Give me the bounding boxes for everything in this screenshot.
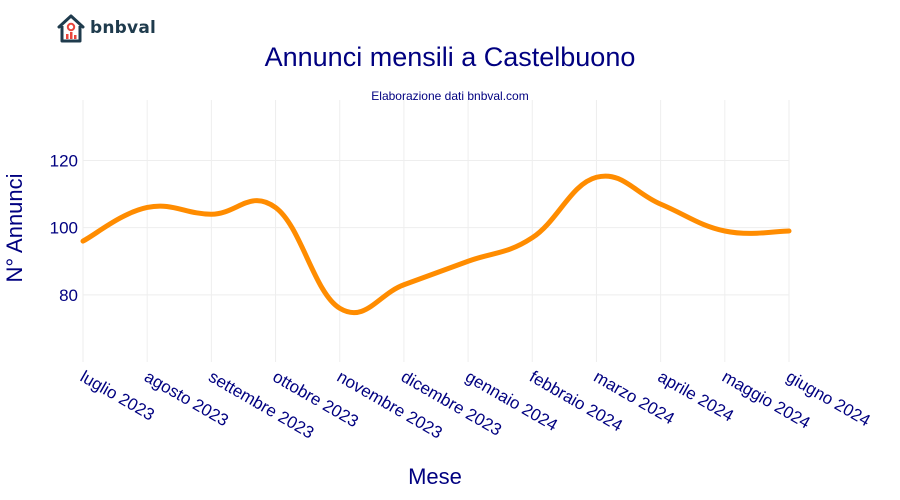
y-tick-label: 100 — [50, 219, 78, 238]
grid-lines — [82, 100, 790, 362]
chart-subtitle: Elaborazione dati bnbval.com — [371, 89, 529, 103]
chart-title: Annunci mensili a Castelbuono — [264, 42, 636, 72]
y-tick-labels: 80 100 120 — [50, 151, 78, 304]
brand-name: bnbval — [90, 18, 157, 38]
series-layer — [80, 173, 792, 316]
house-chart-icon — [57, 14, 85, 43]
brand-logo: bnbval — [55, 12, 156, 44]
x-axis-label: Mese — [408, 464, 462, 489]
y-tick-label: 80 — [59, 286, 78, 305]
y-tick-label: 120 — [50, 151, 78, 170]
y-axis-label: N° Annunci — [2, 173, 27, 282]
series-line — [80, 173, 792, 316]
